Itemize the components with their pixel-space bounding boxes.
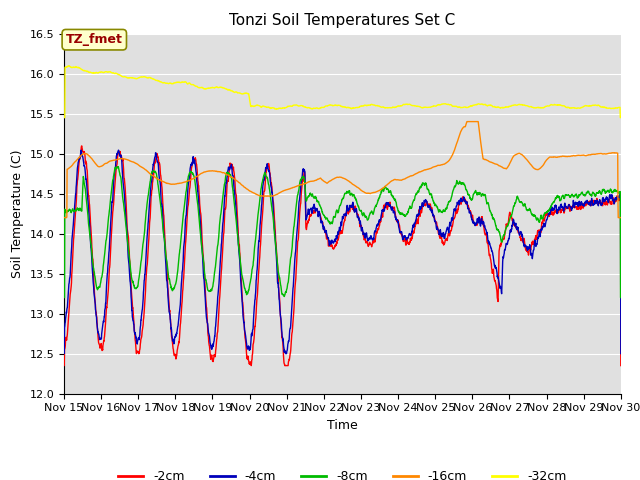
Title: Tonzi Soil Temperatures Set C: Tonzi Soil Temperatures Set C [229, 13, 456, 28]
Legend: -2cm, -4cm, -8cm, -16cm, -32cm: -2cm, -4cm, -8cm, -16cm, -32cm [113, 465, 572, 480]
X-axis label: Time: Time [327, 419, 358, 432]
Y-axis label: Soil Temperature (C): Soil Temperature (C) [11, 149, 24, 278]
Text: TZ_fmet: TZ_fmet [66, 33, 123, 46]
